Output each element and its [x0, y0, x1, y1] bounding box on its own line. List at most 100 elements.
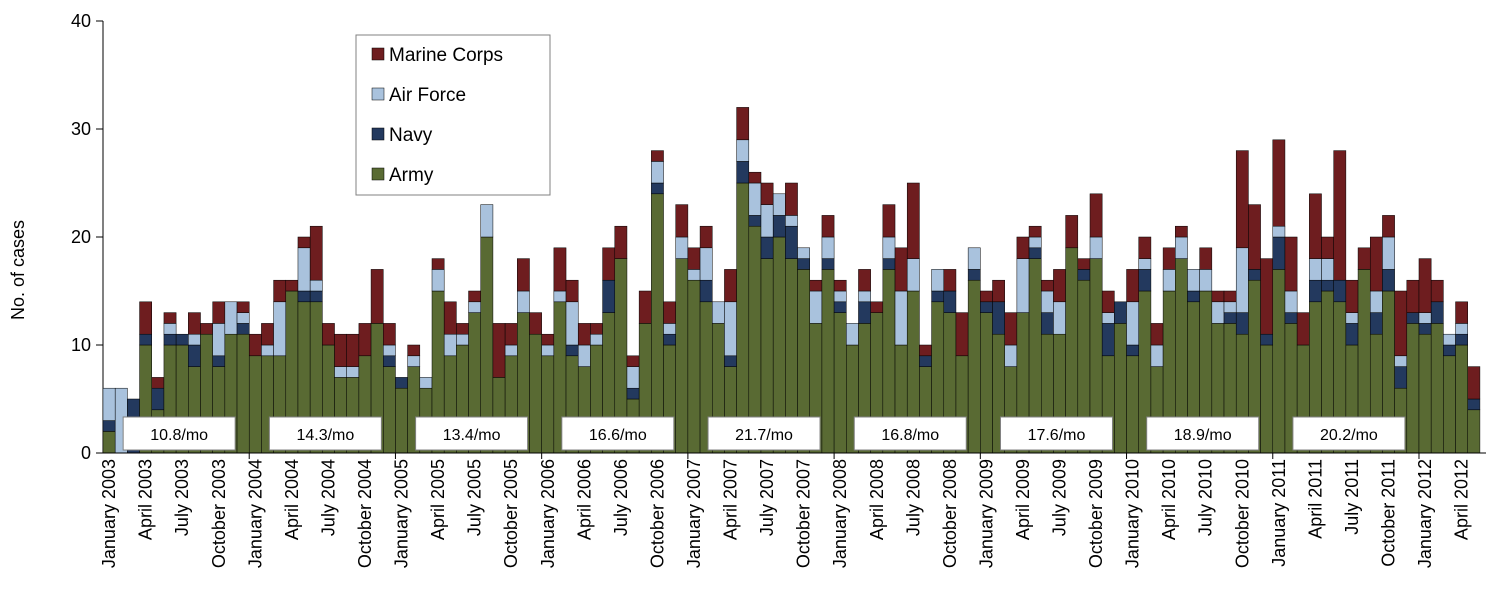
bar-segment-marine-corps: [651, 150, 664, 162]
bar-segment-marine-corps: [139, 301, 152, 335]
bar-segment-navy: [175, 333, 189, 346]
bar-segment-marine-corps: [504, 323, 518, 346]
bar-segment-marine-corps: [1296, 312, 1310, 346]
bar-segment-marine-corps: [358, 323, 372, 357]
bar-segment-air-force: [504, 344, 518, 357]
x-tick-label: July 2003: [172, 459, 192, 536]
bar-segment-navy: [943, 290, 957, 313]
x-tick-label: July 2004: [318, 459, 338, 536]
bar-segment-marine-corps: [724, 269, 737, 303]
bar-segment-navy: [1382, 269, 1395, 292]
bar-segment-navy: [1418, 323, 1432, 335]
bar-segment-air-force: [102, 387, 116, 421]
yearly-average-label: 16.8/mo: [881, 427, 939, 444]
bar-segment-navy: [772, 215, 786, 238]
bar-segment-marine-corps: [1272, 139, 1286, 227]
bar-segment-army: [1455, 344, 1468, 454]
yearly-average-box: [268, 416, 382, 451]
bar-segment-navy: [102, 420, 116, 432]
bar-segment-navy: [151, 387, 165, 411]
bar-segment-air-force: [748, 182, 762, 216]
bar-segment-army: [675, 258, 689, 454]
y-axis: 0 10 20 30 40: [71, 11, 104, 463]
bar-segment-army: [833, 312, 847, 454]
x-tick-label: January 2010: [1123, 459, 1143, 568]
bar-segment-marine-corps: [1248, 204, 1261, 270]
legend-label-navy: Navy: [389, 125, 433, 146]
x-tick-label: October 2006: [647, 459, 667, 568]
bar-segment-marine-corps: [1455, 301, 1468, 324]
bar-segment-marine-corps: [322, 323, 335, 346]
bar-segment-army: [1406, 323, 1420, 454]
bar-segment-marine-corps: [1309, 193, 1322, 259]
bar-segment-air-force: [931, 269, 945, 292]
y-tick-label: 40: [71, 11, 91, 31]
legend-swatch-navy: [371, 127, 385, 141]
bar-segment-marine-corps: [261, 323, 274, 346]
x-tick-label: January 2009: [976, 459, 996, 568]
bar-segment-navy: [1406, 312, 1420, 324]
bar-segment-air-force: [846, 323, 859, 346]
x-tick-label: July 2010: [1196, 459, 1216, 536]
yearly-average-labels: 10.8/mo 14.3/mo 13.4/mo 16.6/mo 21.7/mo 16.8/…: [122, 416, 1406, 451]
bar-segment-army: [1418, 333, 1432, 454]
yearly-average-label: 18.9/mo: [1174, 427, 1232, 444]
x-tick-label: October 2008: [940, 459, 960, 568]
yearly-average-label: 17.6/mo: [1028, 427, 1086, 444]
bar-segment-navy: [980, 301, 993, 313]
bar-segment-army: [248, 355, 262, 454]
bar-segment-air-force: [383, 344, 396, 357]
bar-segment-marine-corps: [1223, 290, 1237, 303]
bar-segment-air-force: [565, 301, 579, 346]
bar-segment-marine-corps: [870, 301, 884, 313]
bar-segment-army: [395, 387, 408, 454]
bar-segment-marine-corps: [626, 355, 640, 367]
bar-segment-navy: [188, 344, 201, 367]
legend-swatch-air-force: [371, 87, 385, 101]
yearly-average-label: 16.6/mo: [589, 427, 647, 444]
bar-segment-marine-corps: [906, 182, 920, 259]
bar-segment-air-force: [1150, 344, 1164, 367]
bar-segment-air-force: [1175, 236, 1188, 259]
bar-segment-air-force: [273, 301, 287, 357]
x-tick-label: July 2007: [757, 459, 777, 536]
bar-segment-air-force: [626, 366, 640, 389]
x-tick-label: October 2003: [209, 459, 229, 568]
x-tick-label: July 2011: [1342, 459, 1362, 535]
bar-segment-air-force: [1126, 301, 1139, 346]
bar-segment-navy: [1028, 247, 1042, 259]
bar-segment-navy: [1138, 269, 1152, 292]
bar-segment-navy: [565, 344, 579, 357]
bar-segment-marine-corps: [919, 344, 932, 357]
bar-segment-marine-corps: [638, 290, 652, 324]
x-tick-label: July 2008: [903, 459, 923, 536]
legend-swatch-army: [371, 167, 385, 181]
yearly-average-box: [999, 416, 1113, 451]
bar-segment-navy: [1443, 344, 1456, 357]
bar-segment-marine-corps: [443, 301, 457, 335]
bar-segment-marine-corps: [1053, 269, 1066, 303]
bar-segment-marine-corps: [760, 182, 774, 205]
bar-segment-marine-corps: [334, 333, 347, 367]
bar-segment-marine-corps: [687, 247, 701, 270]
x-tick-label: October 2005: [501, 459, 521, 568]
yearly-average-label: 13.4/mo: [443, 427, 501, 444]
bar-segment-air-force: [772, 193, 786, 216]
bar-segment-navy: [395, 377, 408, 389]
bar-segment-army: [736, 182, 750, 454]
bar-segment-army: [1260, 344, 1274, 454]
bar-segment-marine-corps: [1260, 258, 1274, 335]
bar-segment-air-force: [236, 312, 250, 324]
bar-segment-navy: [748, 215, 762, 227]
bar-segment-army: [687, 279, 701, 454]
x-tick-label: January 2008: [830, 459, 850, 568]
bar-segment-marine-corps: [1321, 236, 1334, 259]
bar-segment-air-force: [1455, 323, 1468, 335]
bar-segment-air-force: [224, 301, 238, 335]
bar-segment-army: [541, 355, 555, 454]
bar-segment-navy: [651, 182, 664, 195]
bar-segment-navy: [602, 279, 616, 313]
bar-segment-army: [1126, 355, 1139, 454]
bar-segment-marine-corps: [529, 312, 542, 335]
